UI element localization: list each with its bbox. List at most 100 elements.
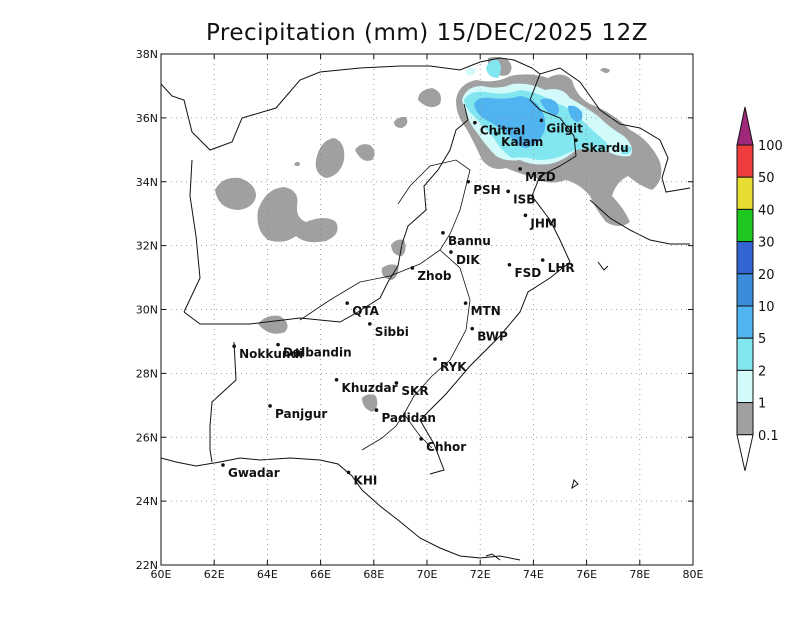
- city-marker: [374, 408, 379, 412]
- precip-5-10-areas: [474, 96, 583, 148]
- x-tick-label: 60E: [151, 568, 172, 581]
- city-marker: [394, 381, 399, 385]
- city-label: Gwadar: [228, 466, 280, 480]
- city-label: KHI: [354, 473, 378, 487]
- y-tick-label: 30N: [136, 304, 158, 317]
- city-label: Chhor: [426, 440, 466, 454]
- city-marker: [449, 250, 453, 254]
- city-label: MZD: [525, 170, 556, 184]
- country-borders: [161, 57, 691, 475]
- colorbar-label: 0.1: [758, 429, 779, 444]
- axis-ticks: 60E 62E 64E 66E 68E 70E 72E 74E 76E 78E 80E 22N 24N 2…: [136, 48, 704, 581]
- colorbar-label: 40: [758, 203, 775, 218]
- city-marker: [473, 120, 477, 125]
- city-label: ISB: [513, 192, 535, 206]
- city-marker: [232, 344, 236, 349]
- colorbar-label: 50: [758, 171, 775, 186]
- city-marker: [466, 179, 471, 184]
- city-marker: [540, 258, 545, 262]
- colorbar-segment: [736, 402, 754, 436]
- x-tick-label: 78E: [629, 568, 650, 581]
- y-tick-label: 22N: [136, 559, 158, 572]
- colorbar-label: 2: [758, 364, 766, 379]
- y-tick-label: 36N: [136, 112, 158, 125]
- city-marker: [470, 326, 475, 331]
- city-marker: [518, 167, 522, 171]
- city-label: SKR: [401, 384, 428, 398]
- colorbar-label: 30: [758, 236, 775, 251]
- city-marker: [574, 138, 578, 143]
- city-marker: [334, 377, 339, 382]
- city-label: BWP: [477, 330, 508, 344]
- colorbar-label: 1: [758, 397, 766, 412]
- x-tick-label: 72E: [470, 568, 491, 581]
- colorbar-bottom-triangle: [736, 434, 754, 471]
- x-tick-label: 70E: [417, 568, 438, 581]
- colorbar-label: 5: [758, 332, 766, 347]
- city-label: Gilgit: [546, 121, 583, 135]
- city-label: MTN: [471, 304, 501, 318]
- city-label: PSH: [473, 183, 500, 197]
- x-tick-label: 76E: [576, 568, 597, 581]
- city-label: Kalam: [501, 135, 543, 149]
- city-label: Chitral: [480, 124, 525, 138]
- city-marker: [346, 470, 351, 475]
- city-label: RYK: [440, 360, 467, 374]
- colorbar-label: 20: [758, 268, 775, 283]
- y-tick-label: 24N: [136, 495, 158, 508]
- city-marker: [268, 404, 272, 408]
- city-marker: [419, 437, 423, 441]
- city-marker: [523, 213, 528, 218]
- city-marker: [345, 301, 350, 305]
- lat-lon-grid: [161, 54, 693, 565]
- map-title: Precipitation (mm) 15/DEC/2025 12Z: [206, 20, 648, 46]
- city-marker: [463, 301, 468, 305]
- colorbar-segment: [736, 273, 754, 307]
- x-tick-label: 74E: [523, 568, 544, 581]
- city-label: Dalbandin: [283, 346, 352, 360]
- y-tick-label: 34N: [136, 176, 158, 189]
- colorbar-label: 100: [758, 139, 783, 154]
- city-label: QTA: [352, 304, 379, 318]
- y-tick-label: 38N: [136, 48, 158, 61]
- city-marker: [433, 357, 437, 361]
- city-marker: [410, 266, 415, 270]
- colorbar-segment: [736, 369, 754, 404]
- x-tick-label: 66E: [310, 568, 331, 581]
- colorbar-segment: [736, 144, 754, 178]
- city-label: Khuzdar: [342, 381, 398, 395]
- city-marker: [441, 231, 445, 235]
- city-label: Zhob: [417, 269, 451, 283]
- city-label: Padidan: [381, 411, 436, 425]
- colorbar-top-triangle: [736, 106, 754, 146]
- city-marker: [494, 132, 498, 136]
- city-marker: [221, 463, 225, 467]
- city-label: JHM: [529, 216, 556, 230]
- city-label: FSD: [514, 266, 541, 280]
- x-tick-label: 62E: [204, 568, 225, 581]
- city-label: LHR: [548, 261, 575, 275]
- city-marker: [507, 262, 512, 267]
- city-label: Panjgur: [275, 407, 327, 421]
- y-tick-label: 26N: [136, 431, 158, 444]
- colorbar-segment: [736, 241, 754, 275]
- city-label: Bannu: [448, 234, 491, 248]
- y-tick-label: 32N: [136, 240, 158, 253]
- city-marker: [539, 118, 544, 123]
- city-label: Skardu: [581, 141, 629, 155]
- city-label: Nokkundi: [239, 347, 303, 361]
- city-label: Sibbi: [375, 325, 409, 339]
- colorbar-segment: [736, 337, 754, 371]
- y-tick-label: 28N: [136, 367, 158, 380]
- x-tick-label: 68E: [363, 568, 384, 581]
- city-marker: [506, 189, 510, 194]
- colorbar-segment: [736, 305, 754, 339]
- colorbar-segment: [736, 176, 754, 210]
- city-label: DIK: [456, 253, 480, 267]
- colorbar-label: 10: [758, 300, 775, 315]
- city-marker: [368, 322, 372, 326]
- province-borders: [299, 159, 471, 451]
